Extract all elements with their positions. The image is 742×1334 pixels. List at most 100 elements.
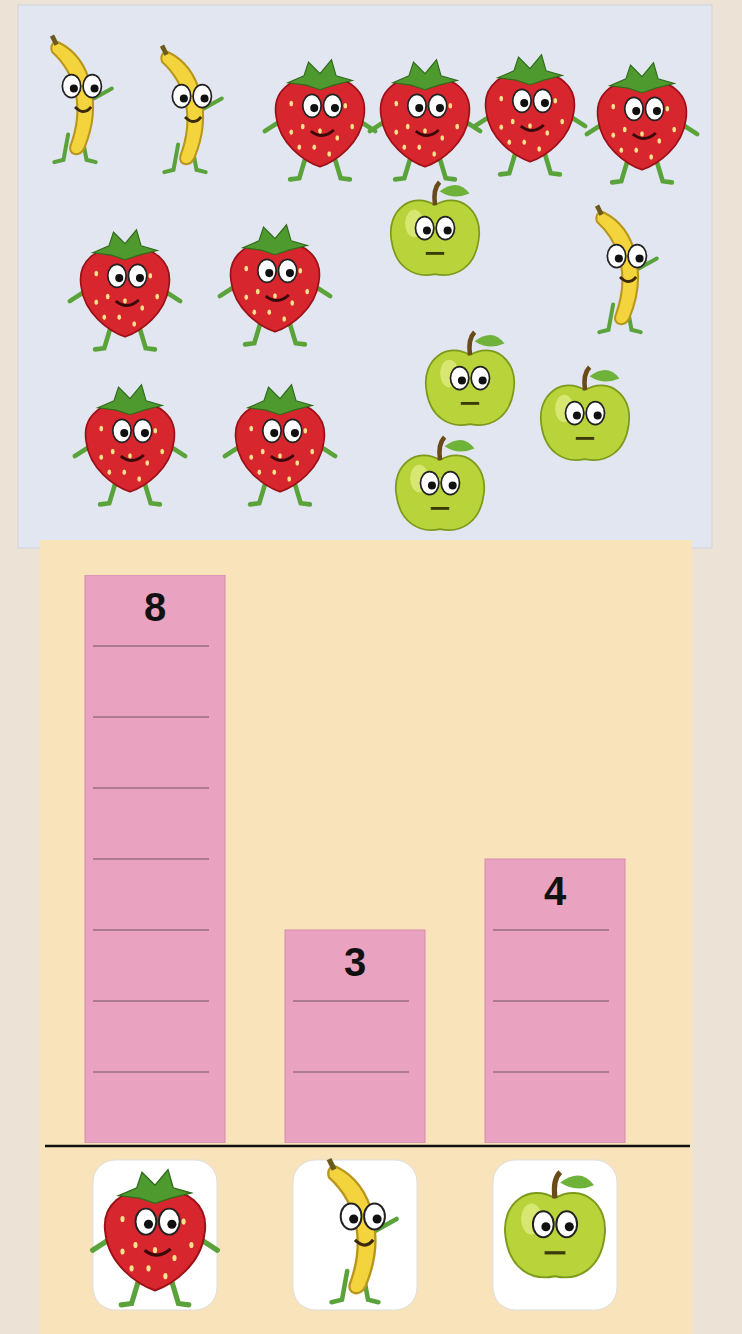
- seed: [133, 1242, 137, 1248]
- pupil: [310, 104, 318, 112]
- seed: [257, 469, 261, 475]
- leaves: [119, 1170, 192, 1204]
- eye: [113, 419, 131, 442]
- pupil: [331, 104, 339, 112]
- pupil: [265, 269, 273, 277]
- banana-picture: [161, 46, 221, 173]
- stem: [434, 182, 439, 205]
- seed: [117, 314, 121, 320]
- apple-picture: [391, 182, 479, 275]
- mouth: [75, 107, 91, 112]
- seed: [310, 449, 314, 455]
- seed: [499, 124, 503, 130]
- pupil: [615, 254, 623, 262]
- pupil: [349, 1214, 358, 1223]
- data-label: 8: [144, 585, 166, 629]
- seed: [122, 469, 126, 475]
- pupil: [136, 274, 144, 282]
- apple-picture: [396, 437, 484, 530]
- stem: [52, 36, 57, 45]
- seed: [137, 476, 141, 482]
- seed: [634, 147, 638, 153]
- eye: [159, 1209, 180, 1235]
- seed: [402, 144, 406, 150]
- seed: [256, 289, 260, 295]
- seed: [553, 98, 557, 104]
- eye: [136, 1209, 157, 1235]
- strawberry-picture: [70, 230, 180, 350]
- apple-body: [426, 350, 514, 425]
- seed: [318, 128, 322, 134]
- mouth: [266, 295, 289, 300]
- eye: [428, 94, 446, 117]
- strawberry-body: [231, 244, 320, 332]
- leaves: [610, 63, 674, 93]
- leaves: [93, 230, 157, 260]
- pupil: [141, 429, 149, 437]
- pupil: [428, 481, 436, 489]
- eye: [341, 1203, 362, 1229]
- apple-body: [391, 200, 479, 275]
- mouth: [185, 117, 201, 122]
- seed: [657, 138, 661, 144]
- mouth: [121, 455, 144, 460]
- leaf: [440, 185, 470, 197]
- seed: [145, 460, 149, 466]
- seed: [94, 299, 98, 305]
- banana-sticker: [328, 1159, 396, 1302]
- seed: [297, 144, 301, 150]
- seed: [619, 147, 623, 153]
- seed: [303, 428, 307, 434]
- eye: [450, 367, 468, 390]
- seed: [99, 426, 103, 432]
- seed: [128, 453, 132, 459]
- chart: 834: [0, 0, 742, 1334]
- strawberry-picture: [75, 385, 185, 505]
- pupil: [115, 274, 123, 282]
- strawberry-body: [381, 79, 470, 167]
- seed: [163, 1273, 167, 1279]
- pupil: [91, 84, 99, 92]
- mouth: [426, 252, 444, 255]
- seed: [290, 300, 294, 306]
- pupil: [167, 1220, 176, 1229]
- leaves: [498, 55, 562, 85]
- strawberry-body: [86, 404, 175, 492]
- eye: [565, 402, 583, 425]
- strawberry-picture: [587, 63, 697, 183]
- strawberry-picture: [225, 385, 335, 505]
- pupil: [449, 481, 457, 489]
- data-label: 4: [544, 869, 567, 913]
- seed: [298, 268, 302, 274]
- seed: [507, 139, 511, 145]
- mouth: [431, 507, 449, 510]
- mouth: [416, 130, 439, 135]
- seed: [528, 123, 532, 129]
- leg: [54, 135, 68, 163]
- seed: [111, 449, 115, 455]
- seed: [455, 124, 459, 130]
- seed: [182, 1218, 186, 1224]
- table: [0, 0, 742, 1334]
- seed: [640, 131, 644, 137]
- bar: [85, 575, 225, 1143]
- banana-picture: [596, 206, 656, 333]
- cell-line: [93, 1072, 209, 1073]
- mouth: [271, 455, 294, 460]
- mouth: [116, 300, 139, 305]
- seed: [511, 119, 515, 125]
- strawberry-picture: [370, 60, 480, 180]
- x-axis: [45, 1146, 690, 1147]
- eye: [533, 1211, 554, 1237]
- leaves: [248, 385, 312, 415]
- fruit-pictures: [391, 182, 629, 530]
- picture-panel: [18, 5, 712, 548]
- eye: [625, 97, 643, 120]
- strawberry-body: [105, 1191, 205, 1290]
- seed: [327, 151, 331, 157]
- pupil: [520, 99, 528, 107]
- seed: [611, 132, 615, 138]
- leaf: [445, 440, 475, 452]
- leaf: [590, 370, 620, 382]
- seed: [160, 449, 164, 455]
